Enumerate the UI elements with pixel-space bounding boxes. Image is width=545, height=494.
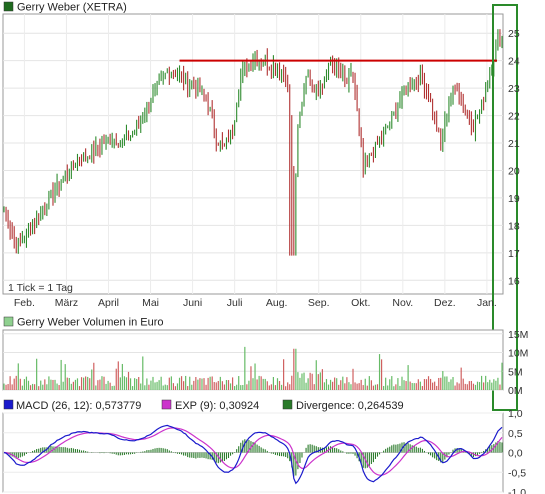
- price-tick-label: 25: [508, 28, 520, 40]
- month-label: Juni: [183, 297, 202, 309]
- month-label: Nov.: [392, 297, 413, 309]
- price-tick-label: 19: [508, 193, 520, 205]
- exp-line: [3, 427, 503, 476]
- month-label: Dez.: [434, 297, 456, 309]
- month-label: April: [98, 297, 119, 309]
- price-tick-label: 21: [508, 138, 520, 150]
- exp-legend-label: EXP (9): 0,30924: [175, 400, 259, 412]
- divergence-legend-label: Divergence: 0,264539: [296, 400, 404, 412]
- price-tick-label: 16: [508, 275, 520, 287]
- price-tick-label: 23: [508, 83, 520, 95]
- volume-tick-label: 5M: [508, 366, 523, 378]
- month-label: Mai: [142, 297, 159, 309]
- volume-chart-title: Gerry Weber Volumen in Euro: [17, 317, 164, 329]
- volume-tick-label: 0M: [508, 385, 523, 397]
- macd-tick-label: -0,5: [508, 467, 526, 479]
- macd-legend-swatch: [3, 399, 14, 410]
- month-label: Juli: [227, 297, 243, 309]
- macd-tick-label: 0,0: [508, 448, 523, 460]
- month-label: Jan.: [477, 297, 497, 309]
- month-label: Feb.: [14, 297, 35, 309]
- month-label: Okt.: [351, 297, 370, 309]
- price-chart-title: Gerry Weber (XETRA): [17, 2, 127, 14]
- macd-tick-label: 0,5: [508, 428, 523, 440]
- tick-note: 1 Tick = 1 Tag: [8, 282, 73, 294]
- month-label: Sep.: [308, 297, 330, 309]
- price-tick-label: 18: [508, 220, 520, 232]
- macd-line: [3, 424, 503, 485]
- macd-tick-label: -1,0: [508, 487, 526, 494]
- price-tick-label: 20: [508, 165, 520, 177]
- exp-legend-swatch: [161, 399, 172, 410]
- price-tick-label: 22: [508, 111, 520, 123]
- macd-tick-label: 1,0: [508, 408, 523, 420]
- macd-legend-label: MACD (26, 12): 0,573779: [16, 400, 141, 412]
- price-tick-label: 17: [508, 248, 520, 260]
- highlight-box: [492, 4, 518, 411]
- volume-tick-label: 10M: [508, 348, 528, 360]
- volume-tick-label: 15M: [508, 329, 528, 341]
- divergence-legend-swatch: [282, 399, 293, 410]
- price-legend-swatch: [3, 1, 14, 12]
- month-label: März: [55, 297, 78, 309]
- month-label: Aug.: [266, 297, 288, 309]
- volume-legend-swatch: [3, 316, 14, 327]
- price-tick-label: 24: [508, 56, 520, 68]
